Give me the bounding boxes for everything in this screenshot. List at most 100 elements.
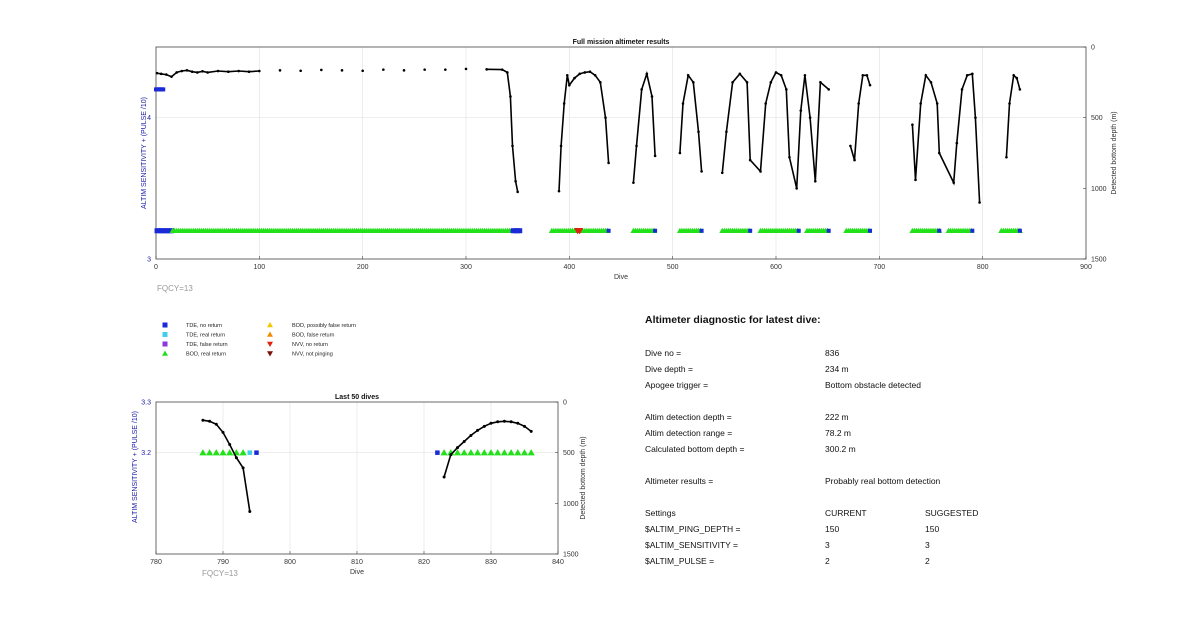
segment-end-marker bbox=[826, 228, 831, 233]
bottom-chart-depth-series bbox=[201, 418, 533, 513]
depth-line bbox=[911, 72, 981, 203]
depth-point bbox=[206, 71, 209, 74]
depth-point bbox=[769, 81, 773, 84]
segment-end-marker bbox=[699, 228, 704, 233]
depth-point bbox=[237, 69, 240, 73]
depth-point bbox=[462, 440, 466, 444]
depth-point bbox=[849, 144, 852, 148]
depth-point bbox=[248, 509, 252, 513]
depth-point bbox=[170, 75, 173, 78]
bottom-chart-x-ticks: 780 790 800 810 820 830 840 bbox=[150, 551, 564, 566]
x-tick-label: 500 bbox=[667, 264, 679, 271]
depth-point bbox=[340, 69, 344, 72]
depth-point bbox=[599, 81, 602, 84]
x-tick-label: 400 bbox=[563, 264, 575, 271]
bod-real-marker bbox=[219, 449, 227, 456]
depth-point bbox=[361, 69, 364, 73]
depth-point bbox=[511, 144, 514, 148]
x-tick-label: 300 bbox=[460, 264, 472, 271]
settings-label: Settings bbox=[645, 508, 676, 518]
depth-point bbox=[738, 72, 742, 76]
x-tick-label: 800 bbox=[284, 559, 296, 566]
depth-line bbox=[558, 70, 610, 192]
depth-point bbox=[320, 68, 323, 72]
setting-current: 2 bbox=[825, 556, 830, 566]
segment-end-marker bbox=[796, 228, 801, 233]
tde-no-return-marker bbox=[254, 450, 259, 455]
bod-real-marker bbox=[494, 449, 502, 456]
left-tick-label: 3 bbox=[147, 257, 151, 264]
bottom-chart-x-label: Dive bbox=[350, 569, 364, 576]
legend-label: BOD, real return bbox=[186, 352, 226, 358]
legend-label: NVV, not pinging bbox=[292, 352, 333, 358]
depth-point bbox=[500, 68, 504, 71]
depth-point bbox=[819, 81, 822, 84]
depth-point bbox=[489, 421, 493, 425]
right-tick-label: 500 bbox=[563, 450, 575, 457]
depth-point bbox=[635, 144, 638, 148]
depth-point bbox=[258, 69, 261, 73]
depth-point bbox=[423, 68, 426, 71]
bod-real-marker bbox=[474, 449, 482, 456]
depth-point bbox=[759, 170, 762, 173]
legend-marker bbox=[267, 331, 273, 337]
right-tick-label: 500 bbox=[1091, 115, 1103, 122]
depth-point bbox=[201, 70, 204, 73]
legend-marker bbox=[267, 322, 273, 328]
depth-point bbox=[853, 158, 856, 162]
setting-suggested: 2 bbox=[925, 556, 930, 566]
depth-point bbox=[221, 430, 225, 434]
depth-point bbox=[1005, 155, 1008, 159]
dive-depth-value: 234 m bbox=[825, 364, 849, 374]
depth-point bbox=[720, 171, 724, 175]
depth-point bbox=[650, 95, 654, 98]
depth-line bbox=[721, 71, 830, 189]
depth-point bbox=[559, 144, 563, 148]
top-chart-x-ticks: 0 100 200 300 400 500 600 700 800 900 bbox=[154, 256, 1092, 271]
bod-real-marker bbox=[199, 449, 207, 456]
legend-marker bbox=[162, 322, 168, 328]
x-tick-label: 900 bbox=[1080, 264, 1092, 271]
full-mission-chart: Full mission altimeter results 0 100 200 30… bbox=[141, 39, 1118, 293]
depth-point bbox=[788, 155, 791, 159]
right-tick-label: 0 bbox=[563, 400, 567, 407]
apogee-value: Bottom obstacle detected bbox=[825, 380, 921, 390]
depth-point bbox=[201, 418, 205, 422]
depth-point bbox=[159, 72, 163, 76]
depth-point bbox=[214, 422, 218, 426]
detection-depth-label: Altim detection depth = bbox=[645, 412, 732, 422]
depth-point bbox=[640, 88, 643, 91]
depth-point bbox=[485, 68, 488, 71]
depth-point bbox=[234, 456, 238, 460]
dive-no-value: 836 bbox=[825, 348, 840, 358]
top-chart-left-ticks: 34 bbox=[147, 115, 151, 263]
depth-point bbox=[228, 443, 232, 447]
top-chart-frame bbox=[155, 46, 1087, 260]
depth-point bbox=[1018, 88, 1022, 91]
sensitivity-marker bbox=[161, 87, 166, 92]
right-tick-label: 1500 bbox=[1091, 257, 1107, 264]
depth-point bbox=[857, 102, 860, 105]
depth-point bbox=[402, 69, 406, 72]
depth-point bbox=[681, 102, 685, 105]
legend-marker bbox=[162, 341, 168, 347]
depth-point bbox=[227, 70, 230, 74]
depth-point bbox=[692, 81, 695, 84]
bod-real-marker bbox=[440, 449, 448, 456]
depth-point bbox=[686, 73, 690, 77]
depth-point bbox=[960, 88, 964, 91]
depth-point bbox=[482, 424, 486, 428]
depth-point bbox=[632, 181, 635, 184]
depth-point bbox=[185, 69, 189, 72]
top-chart-right-label: Detected bottom depth (m) bbox=[1111, 111, 1118, 194]
depth-point bbox=[568, 83, 571, 87]
legend-marker bbox=[162, 332, 168, 337]
bod-real-marker bbox=[500, 449, 508, 456]
legend-label: NVV, no return bbox=[292, 342, 328, 348]
bottom-chart-right-ticks: 0 500 1000 1500 bbox=[555, 400, 579, 559]
right-tick-label: 1500 bbox=[563, 552, 579, 559]
legend-label: TDE, real return bbox=[186, 333, 225, 339]
depth-point bbox=[914, 178, 917, 182]
x-tick-label: 810 bbox=[351, 559, 363, 566]
depth-point bbox=[175, 71, 178, 74]
